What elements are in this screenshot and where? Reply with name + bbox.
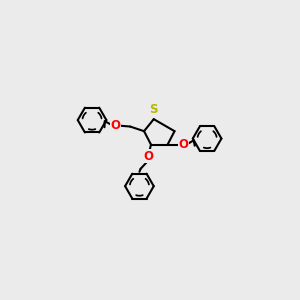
Text: O: O	[144, 150, 154, 163]
Text: O: O	[178, 138, 188, 151]
Text: O: O	[111, 119, 121, 132]
Text: S: S	[149, 103, 158, 116]
